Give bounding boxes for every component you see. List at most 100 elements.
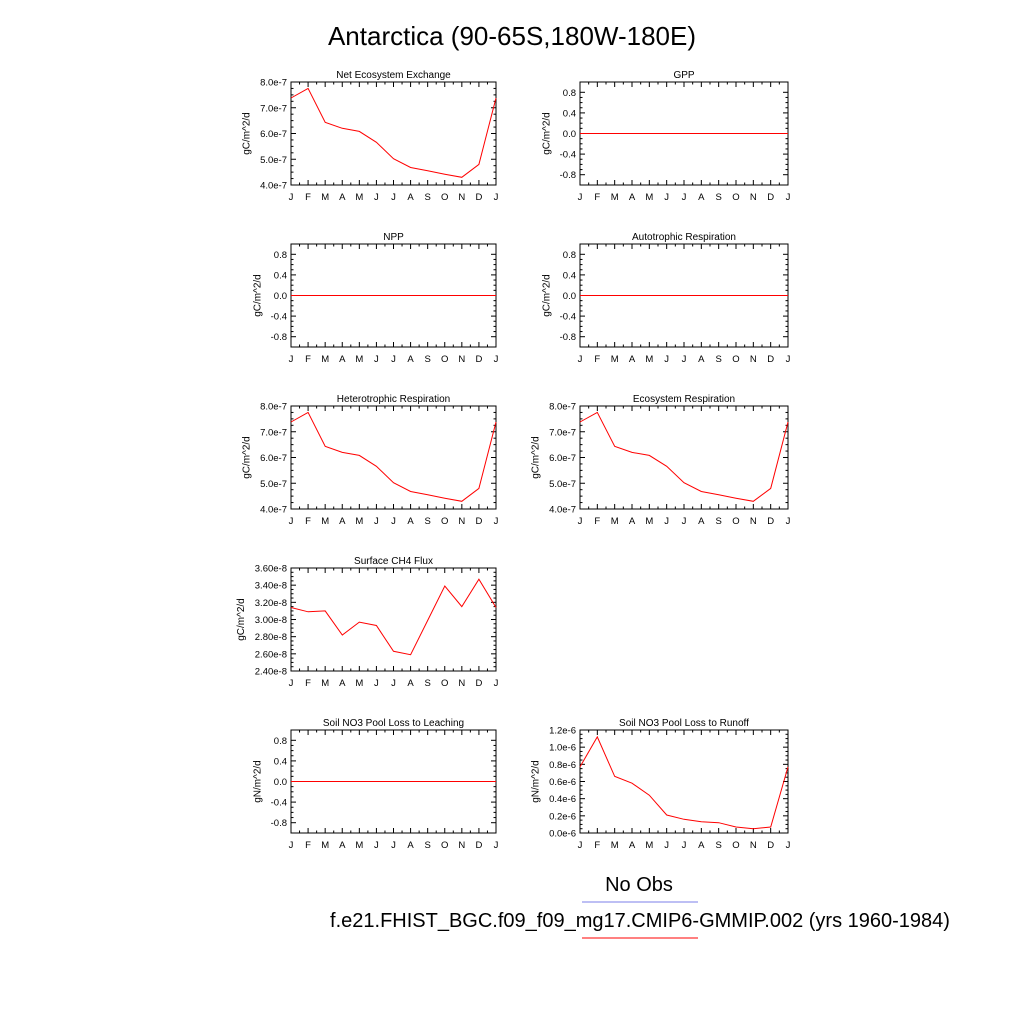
panel-title: Ecosystem Respiration (633, 394, 735, 405)
x-tick-label: J (494, 840, 499, 851)
x-tick-label: F (305, 678, 311, 689)
x-tick-label: S (424, 840, 430, 851)
x-tick-label: N (750, 192, 757, 203)
y-tick-label: 0.0 (274, 777, 287, 788)
panel-title: Soil NO3 Pool Loss to Runoff (619, 718, 749, 729)
x-tick-label: D (475, 192, 482, 203)
y-tick-label: -0.4 (271, 312, 287, 323)
x-tick-label: N (750, 354, 757, 365)
y-tick-label: 2.60e-8 (255, 649, 287, 660)
series-line (290, 87, 497, 178)
x-tick-label: A (339, 678, 346, 689)
x-tick-label: D (767, 516, 774, 527)
figure-title: Antarctica (90-65S,180W-180E) (328, 21, 696, 51)
x-tick-label: A (407, 354, 414, 365)
y-tick-label: 0.4 (563, 108, 576, 119)
y-tick-label: 2.80e-8 (255, 632, 287, 643)
x-tick-label: J (494, 192, 499, 203)
y-tick-label: 0.4 (563, 270, 576, 281)
y-tick-label: 3.60e-8 (255, 564, 287, 575)
y-tick-label: -0.4 (560, 312, 576, 323)
x-tick-label: O (441, 192, 448, 203)
y-tick-label: 2.40e-8 (255, 667, 287, 678)
x-tick-label: S (715, 840, 721, 851)
y-tick-label: 0.8 (563, 250, 576, 261)
x-tick-label: J (391, 192, 396, 203)
y-tick-label: 3.20e-8 (255, 598, 287, 609)
x-tick-label: S (715, 192, 721, 203)
x-tick-label: J (786, 354, 791, 365)
x-tick-label: A (407, 516, 414, 527)
y-tick-label: -0.8 (271, 332, 287, 343)
y-axis-label: gC/m^2/d (542, 112, 553, 155)
x-tick-label: A (629, 516, 636, 527)
y-tick-label: 1.0e-6 (549, 743, 576, 754)
panel-title: Soil NO3 Pool Loss to Leaching (323, 718, 464, 729)
x-tick-label: F (305, 840, 311, 851)
x-tick-label: J (374, 678, 379, 689)
x-tick-label: M (321, 516, 329, 527)
y-tick-label: 0.8 (274, 736, 287, 747)
x-tick-label: O (441, 840, 448, 851)
panel-title: GPP (673, 70, 694, 81)
series-line (290, 578, 497, 656)
y-tick-label: -0.8 (560, 332, 576, 343)
x-tick-label: M (355, 840, 363, 851)
x-tick-label: M (645, 516, 653, 527)
plot-frame (290, 567, 497, 672)
x-tick-label: A (339, 192, 346, 203)
x-tick-label: S (424, 516, 430, 527)
x-tick-label: M (645, 192, 653, 203)
y-tick-label: 7.0e-7 (549, 427, 576, 438)
x-tick-label: O (732, 192, 739, 203)
x-tick-label: F (594, 192, 600, 203)
x-tick-label: M (321, 678, 329, 689)
x-tick-label: A (339, 840, 346, 851)
x-tick-label: N (458, 192, 465, 203)
y-tick-label: 7.0e-7 (260, 103, 287, 114)
x-tick-label: S (424, 354, 430, 365)
panel-title: NPP (383, 232, 404, 243)
x-tick-label: M (611, 354, 619, 365)
x-tick-label: J (786, 516, 791, 527)
y-tick-label: 5.0e-7 (260, 479, 287, 490)
x-tick-label: M (645, 840, 653, 851)
x-tick-label: J (682, 354, 687, 365)
y-tick-label: 4.0e-7 (260, 181, 287, 192)
y-tick-label: 6.0e-7 (260, 453, 287, 464)
x-tick-label: M (355, 354, 363, 365)
legend: No Obs f.e21.FHIST_BGC.f09_f09_mg17.CMIP… (330, 874, 950, 939)
x-tick-label: J (289, 840, 294, 851)
x-tick-label: J (374, 354, 379, 365)
x-tick-label: J (664, 840, 669, 851)
x-tick-label: N (458, 840, 465, 851)
x-tick-label: O (441, 516, 448, 527)
x-tick-label: N (750, 516, 757, 527)
x-tick-label: J (682, 192, 687, 203)
x-tick-label: F (594, 840, 600, 851)
x-tick-label: J (391, 678, 396, 689)
x-tick-label: N (750, 840, 757, 851)
y-tick-label: 3.00e-8 (255, 615, 287, 626)
x-tick-label: N (458, 516, 465, 527)
y-axis-label: gC/m^2/d (253, 274, 264, 317)
x-tick-label: J (682, 516, 687, 527)
x-tick-label: A (629, 192, 636, 203)
x-tick-label: J (578, 840, 583, 851)
panel-title: Autotrophic Respiration (632, 232, 736, 243)
x-tick-label: M (611, 192, 619, 203)
y-axis-label: gN/m^2/d (530, 760, 541, 803)
x-tick-label: J (578, 354, 583, 365)
y-tick-label: 7.0e-7 (260, 427, 287, 438)
x-tick-label: M (611, 516, 619, 527)
x-tick-label: A (698, 516, 705, 527)
x-tick-label: F (594, 516, 600, 527)
y-tick-label: 4.0e-7 (260, 505, 287, 516)
x-tick-label: S (424, 192, 430, 203)
x-tick-label: F (305, 192, 311, 203)
